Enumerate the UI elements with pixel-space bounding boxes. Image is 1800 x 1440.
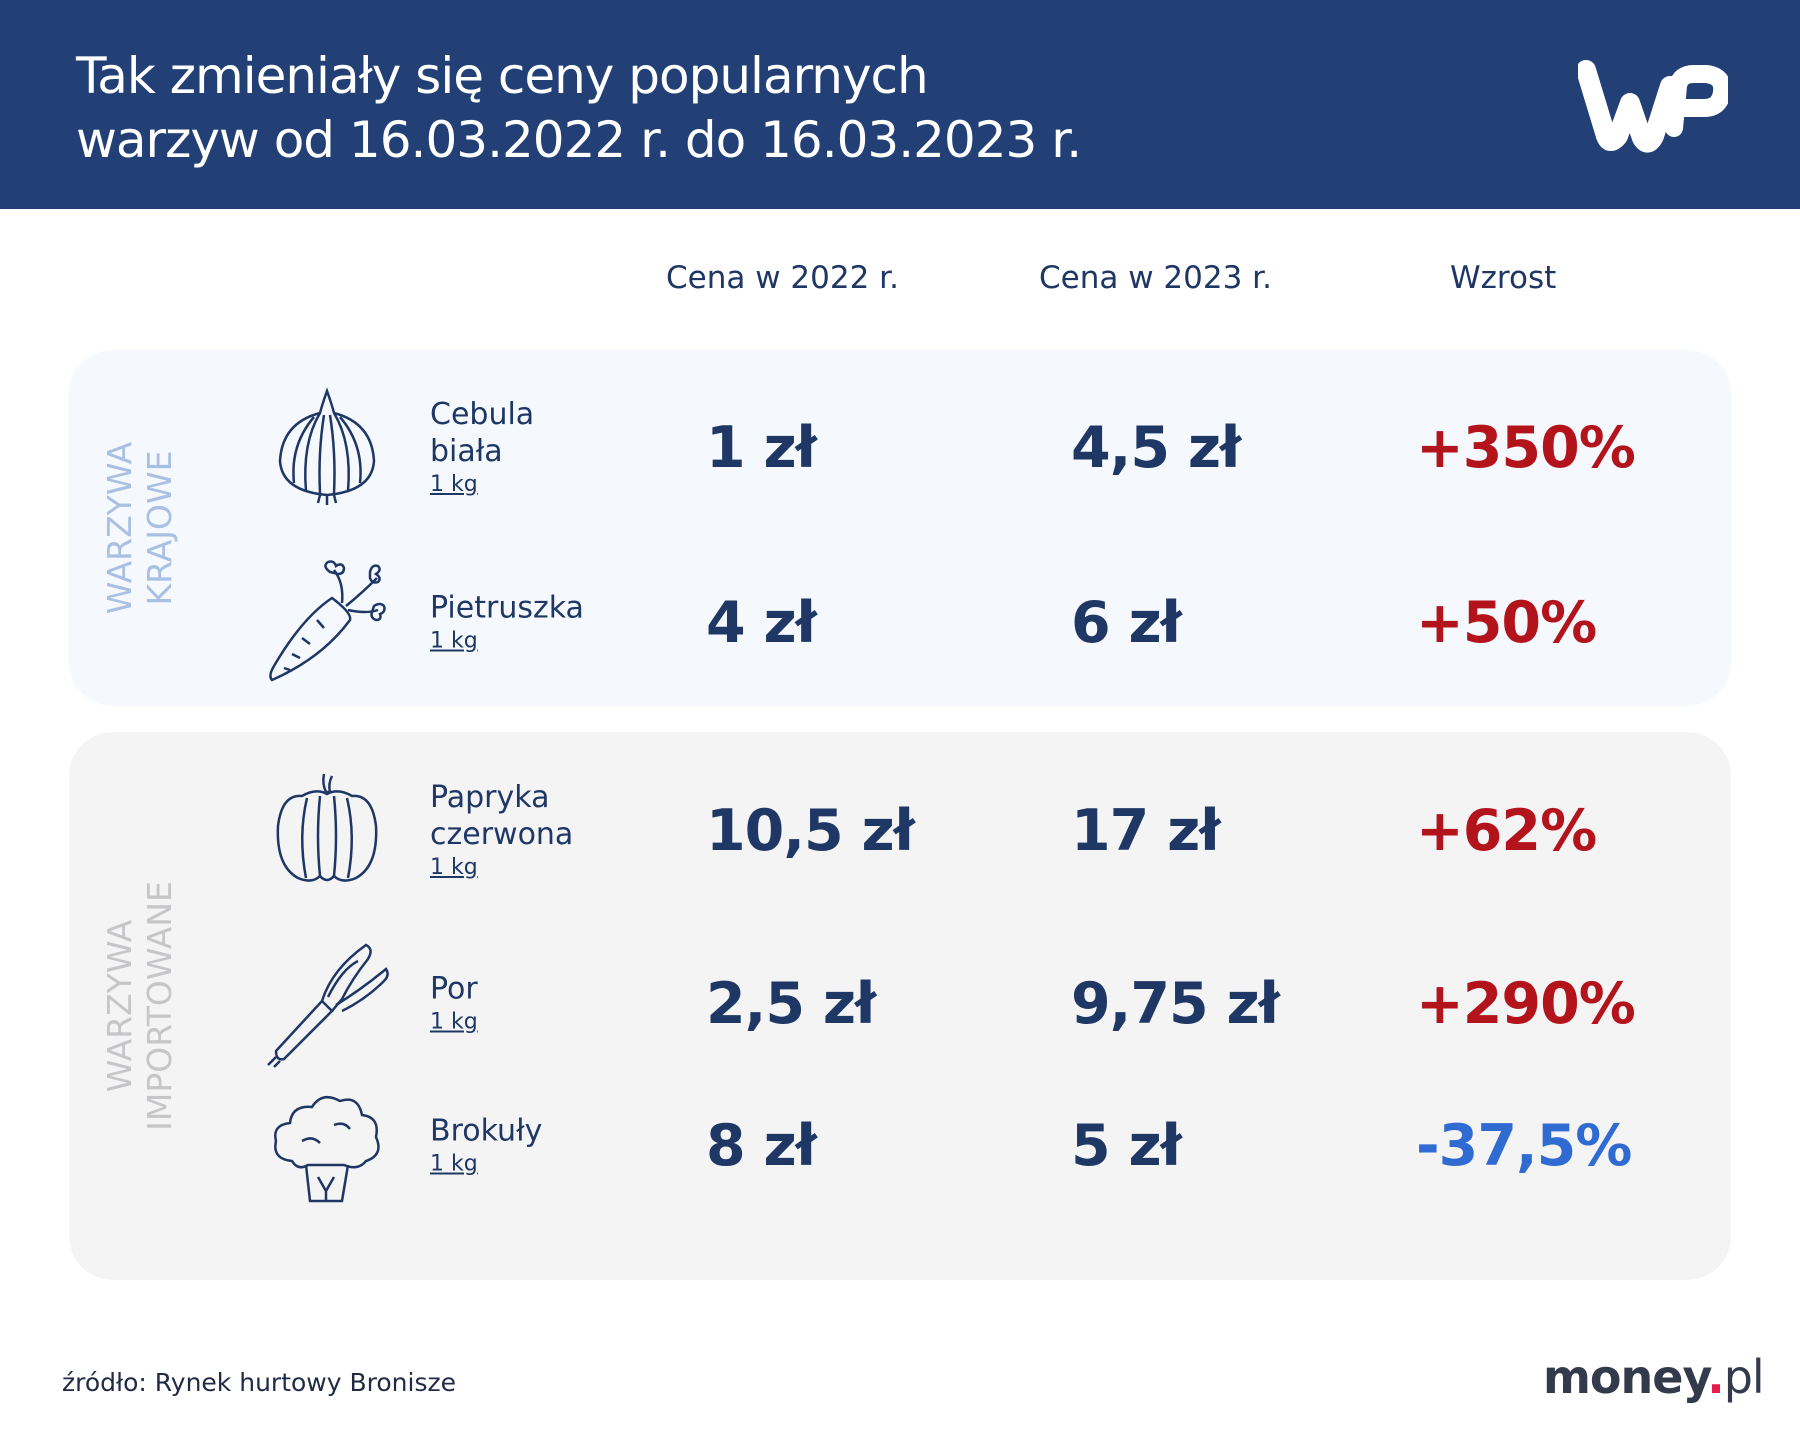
group-label-line: KRAJOWE (140, 450, 179, 606)
vegetable-name: Cebula biała 1 kg (430, 396, 534, 500)
price-2022: 10,5 zł (706, 798, 915, 864)
price-2022: 4 zł (706, 590, 817, 656)
vegetable-name: Pietruszka 1 kg (430, 590, 584, 657)
name-line: czerwona (430, 817, 574, 852)
table-row: Por 1 kg 2,5 zł 9,75 zł +290% (0, 943, 1800, 1068)
parsley-root-icon (269, 560, 386, 682)
name-line: biała (430, 434, 503, 469)
column-header-price-2023: Cena w 2023 r. (1039, 260, 1272, 296)
leek-icon (267, 943, 389, 1068)
table-row: Cebula biała 1 kg 1 zł 4,5 zł +350% (0, 387, 1800, 505)
vegetable-name: Papryka czerwona 1 kg (430, 779, 573, 883)
price-2023: 9,75 zł (1071, 971, 1280, 1037)
title-line-2: warzyw od 16.03.2022 r. do 16.03.2023 r. (76, 111, 1082, 169)
brand-tld: pl (1723, 1350, 1765, 1404)
table-row: Pietruszka 1 kg 4 zł 6 zł +50% (0, 560, 1800, 682)
unit-label: 1 kg (430, 1151, 478, 1177)
name-line: Brokuły (430, 1113, 543, 1149)
column-header-change: Wzrost (1450, 260, 1557, 296)
name-line: Cebula (430, 397, 535, 432)
price-change: +50% (1416, 590, 1597, 656)
price-2023: 5 zł (1071, 1113, 1182, 1179)
vegetable-name: Brokuły 1 kg (430, 1113, 542, 1180)
name-line: Por (430, 971, 478, 1007)
title-line-1: Tak zmieniały się ceny popularnych (76, 47, 929, 105)
price-change: -37,5% (1416, 1113, 1632, 1179)
unit-label: 1 kg (430, 855, 478, 880)
vegetable-name: Por 1 kg (430, 971, 478, 1038)
group-panel-imported (69, 732, 1731, 1280)
price-2022: 1 zł (706, 415, 817, 481)
unit-label: 1 kg (430, 1009, 478, 1035)
source-note: źródło: Rynek hurtowy Bronisze (62, 1368, 456, 1397)
brand-dot: . (1707, 1350, 1725, 1404)
price-2022: 2,5 zł (706, 971, 876, 1037)
price-change: +350% (1416, 415, 1636, 481)
name-line: Pietruszka (430, 590, 584, 626)
group-label-line: WARZYWA (100, 441, 139, 615)
price-change: +62% (1416, 798, 1597, 864)
group-label-line: IMPORTOWANE (140, 881, 179, 1131)
column-header-price-2022: Cena w 2022 r. (666, 260, 899, 296)
group-label-domestic: WARZYWA KRAJOWE (100, 428, 180, 628)
pepper-icon (276, 773, 378, 882)
price-change: +290% (1416, 971, 1636, 1037)
price-2023: 6 zł (1071, 590, 1182, 656)
header-banner: Tak zmieniały się ceny popularnych warzy… (0, 0, 1800, 209)
price-2023: 17 zł (1071, 798, 1220, 864)
group-panel-domestic (69, 350, 1731, 706)
unit-label: 1 kg (430, 472, 478, 497)
name-line: Papryka (430, 780, 550, 815)
table-row: Brokuły 1 kg 8 zł 5 zł -37,5% (0, 1095, 1800, 1203)
page-title: Tak zmieniały się ceny popularnych warzy… (76, 44, 1082, 172)
group-label-imported: WARZYWA IMPORTOWANE (100, 866, 180, 1146)
price-2023: 4,5 zł (1071, 415, 1241, 481)
onion-icon (278, 387, 376, 505)
money-pl-logo: money.pl (1543, 1350, 1765, 1404)
brand-main: money (1543, 1350, 1708, 1404)
price-2022: 8 zł (706, 1113, 817, 1179)
broccoli-icon (274, 1095, 380, 1203)
unit-label: 1 kg (430, 628, 478, 654)
wp-logo (1578, 60, 1728, 153)
group-label-line: WARZYWA (100, 919, 139, 1093)
table-row: Papryka czerwona 1 kg 10,5 zł 17 zł +62% (0, 773, 1800, 882)
